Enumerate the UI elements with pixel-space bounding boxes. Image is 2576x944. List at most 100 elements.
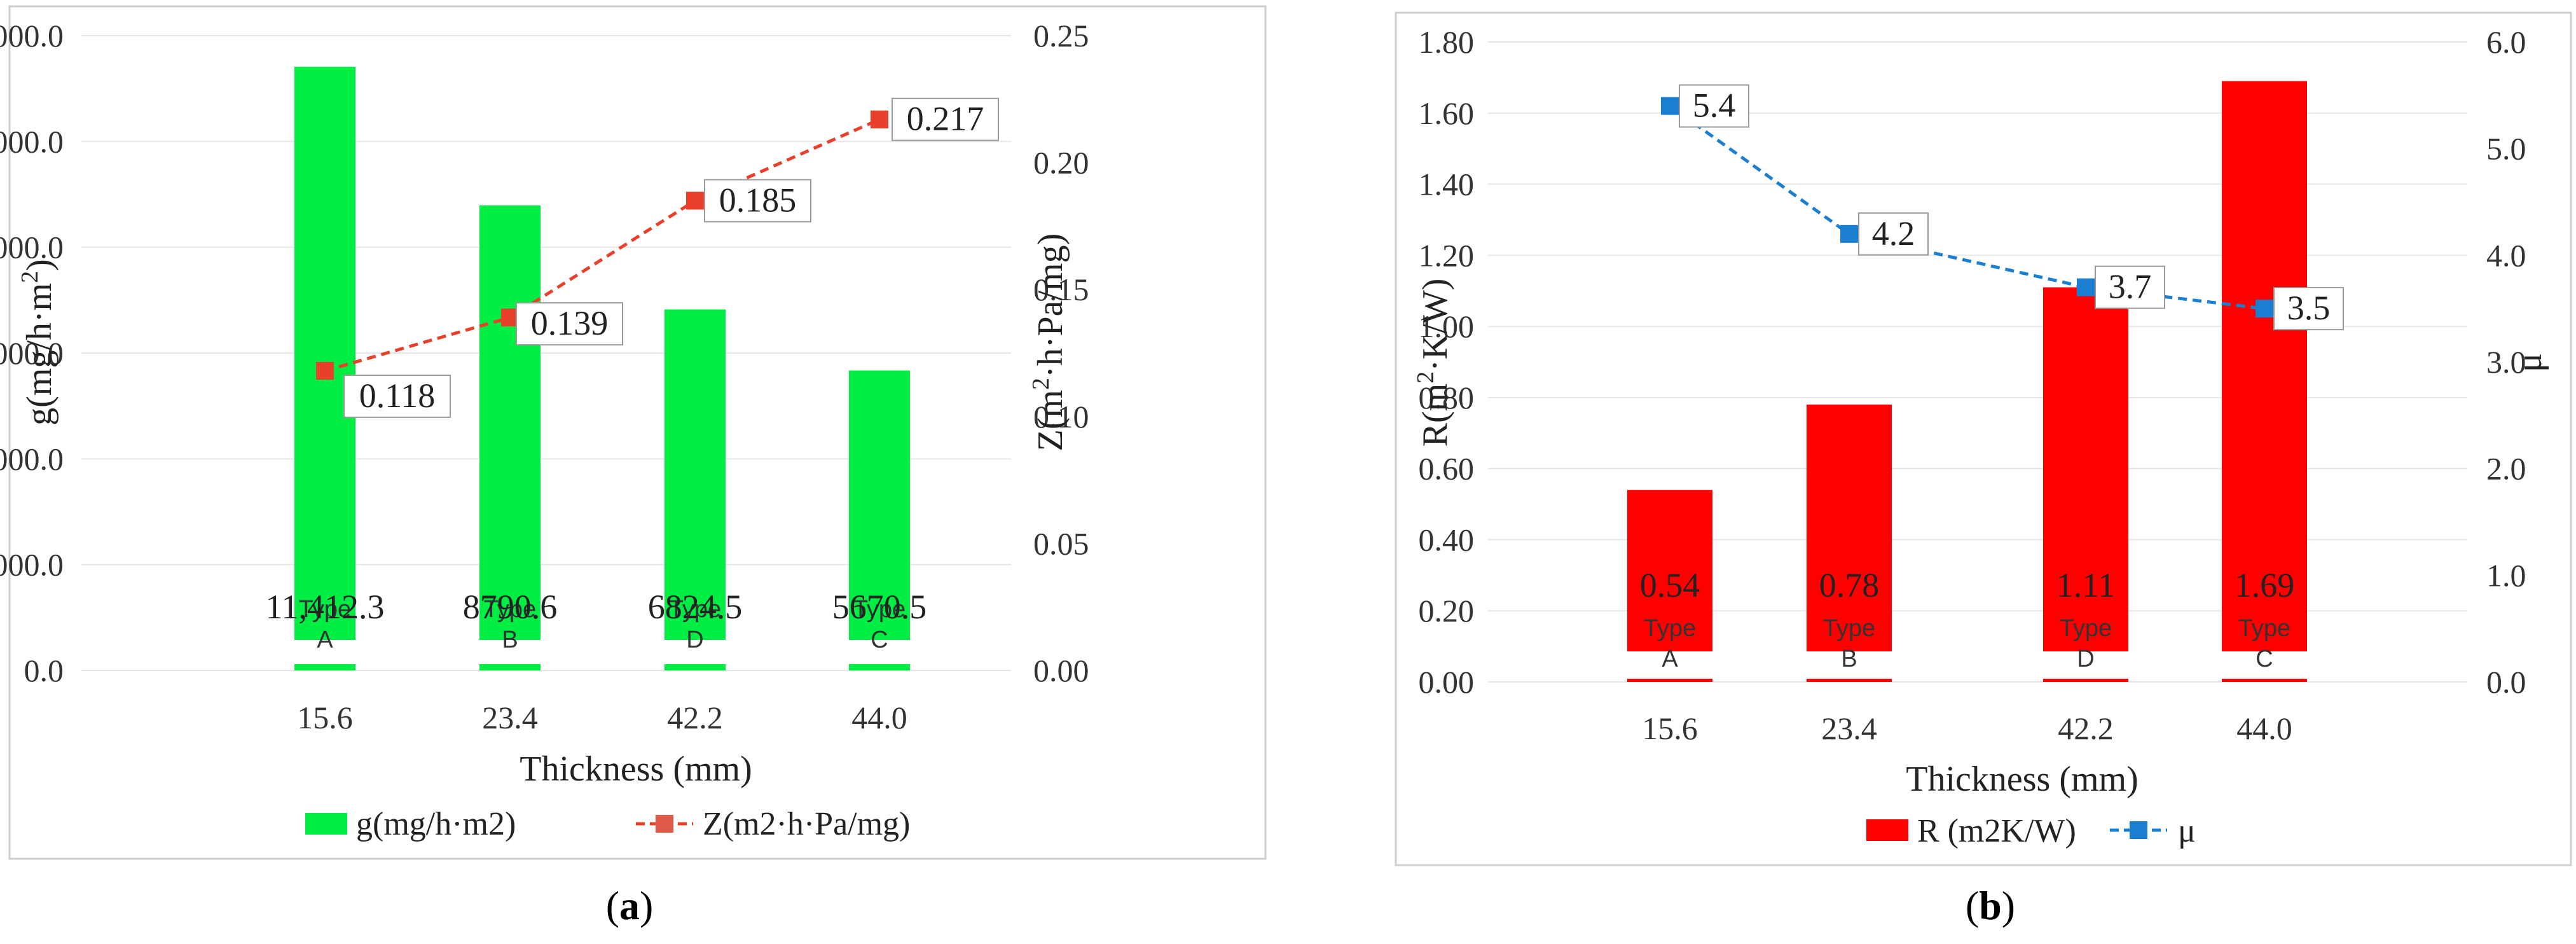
panel-a-type-word: Type xyxy=(853,596,906,623)
panel-b-type-word: Type xyxy=(1644,615,1696,642)
panel-b-left-tick-label: 1.00 xyxy=(1419,309,1475,344)
panel-a-legend-bar-label: g(mg/h·m2) xyxy=(356,806,516,842)
panel-b-line-series xyxy=(1669,104,2265,310)
panel-b-bar-value-label: 1.11 xyxy=(2056,566,2116,604)
panel-b-left-tick-label: 0.00 xyxy=(1419,664,1475,700)
panel-a-type-word: Type xyxy=(669,596,721,623)
panel-b-bar xyxy=(2222,81,2307,651)
panel-a-bar xyxy=(294,66,355,640)
panel-b-x-axis-title: Thickness (mm) xyxy=(1906,760,2138,799)
panel-b-type-word: Type xyxy=(1823,615,1875,642)
panel-b-bar xyxy=(2043,287,2128,652)
panel-a-line-value-box xyxy=(343,374,451,418)
panel-b-line-value-box xyxy=(1858,212,1929,256)
panel-a-left-tick-label: 4000.0 xyxy=(0,441,64,476)
panel-a-x-tick-label: 44.0 xyxy=(851,700,907,735)
panel-a-legend-line-marker xyxy=(656,815,673,833)
panel-b-left-axis-title: R(m2·K/W) xyxy=(1412,279,1455,447)
panel-a-line-value-label: 0.217 xyxy=(907,100,984,138)
panel-a-bar-value-label: 5670.5 xyxy=(832,588,927,626)
panel-b-right-tick-label: 6.0 xyxy=(2486,24,2526,60)
panel-a-type-word: Type xyxy=(299,596,351,623)
panel-a-line-point xyxy=(871,110,888,128)
panel-a-type-letter: C xyxy=(871,627,888,653)
panel-a-line-value-label: 0.185 xyxy=(719,181,797,219)
panel-b-line-value-label: 4.2 xyxy=(1872,214,1915,253)
panel-b-x-tick-label: 15.6 xyxy=(1642,711,1698,746)
panel-a-right-tick-label: 0.15 xyxy=(1033,272,1089,307)
panel-b-right-tick-label: 0.0 xyxy=(2486,664,2526,700)
panel-b-left-tick-label: 0.40 xyxy=(1419,522,1475,557)
panel-b-type-letter: C xyxy=(2256,646,2273,672)
panel-b-right-tick-label: 1.0 xyxy=(2486,557,2526,593)
panel-b: 0.00 0.20 0.40 0.60 0.80 1.00 1.20 1.40 1.60 1.80… xyxy=(1395,11,2572,928)
panel-b-frame xyxy=(1395,11,2572,866)
panel-b-x-tick-label: 23.4 xyxy=(1821,711,1877,746)
panel-b-line-point xyxy=(1840,225,1858,243)
panel-b-left-tick-label: 0.20 xyxy=(1419,593,1475,628)
panel-b-legend-bar-label: R (m2K/W) xyxy=(1917,813,2076,849)
panel-a-frame xyxy=(8,5,1267,860)
panel-b-line-value-box xyxy=(1679,84,1749,128)
panel-a-bar-base xyxy=(665,664,726,670)
panel-b-right-tick-label: 5.0 xyxy=(2486,131,2526,167)
panel-a-line-value-box xyxy=(704,179,811,223)
panel-b-line-point xyxy=(2077,278,2095,296)
panel-b-bar-base xyxy=(2222,679,2307,682)
panel-b-left-tick-label: 1.40 xyxy=(1419,167,1475,202)
panel-a-bar xyxy=(849,370,910,640)
panel-a-left-tick-label: 12000.0 xyxy=(0,18,64,53)
panel-a: 0.0 2000.0 4000.0 6000.0 8000.0 10000.0 12000.… xyxy=(0,5,1267,928)
panel-b-line-point xyxy=(1661,97,1679,115)
panel-b-left-tick-label: 1.20 xyxy=(1419,237,1475,273)
panel-b-left-tick-label: 1.80 xyxy=(1419,24,1475,60)
panel-a-bar-base xyxy=(294,664,355,670)
panel-a-right-tick-label: 0.00 xyxy=(1033,653,1089,688)
panel-a-caption: (a) xyxy=(606,883,654,928)
panel-b-type-word: Type xyxy=(2060,615,2112,642)
panel-a-x-tick-label: 42.2 xyxy=(667,700,723,735)
panel-b-right-tick-label: 3.0 xyxy=(2486,344,2526,380)
panel-b-right-tick-label: 2.0 xyxy=(2486,451,2526,487)
panel-a-type-letter: A xyxy=(317,627,333,653)
panel-b-bar-value-label: 0.78 xyxy=(1819,566,1880,604)
panel-a-left-axis-title: g(mg/h·m2) xyxy=(17,259,59,426)
panel-a-line-value-box xyxy=(892,97,999,141)
panel-a-right-tick-label: 0.25 xyxy=(1033,18,1089,53)
panel-b-line-value-label: 3.5 xyxy=(2287,289,2331,327)
panel-b-type-word: Type xyxy=(2238,615,2290,642)
panel-b-legend-line-label: μ xyxy=(2178,813,2196,849)
panel-b-caption-letter: b xyxy=(1979,883,2002,928)
panel-b-line-value-label: 5.4 xyxy=(1693,87,1736,125)
panel-b-bar-value-label: 1.69 xyxy=(2235,566,2295,604)
panel-a-right-tick-label: 0.10 xyxy=(1033,399,1089,434)
panel-b-legend-bar-swatch xyxy=(1866,819,1908,841)
panel-a-bar-value-label: 6824.5 xyxy=(648,588,743,626)
panel-a-left-tick-label: 8000.0 xyxy=(0,230,64,265)
panel-a-line-value-box xyxy=(516,302,623,346)
panel-b-type-letter: D xyxy=(2077,646,2094,672)
panel-a-bar xyxy=(479,205,541,640)
panel-a-caption-letter: a xyxy=(619,883,640,928)
panel-b-bar-value-label: 0.54 xyxy=(1640,566,1700,604)
panel-b-left-tick-label: 0.60 xyxy=(1419,451,1475,487)
panel-b-legend: R (m2K/W) μ xyxy=(1866,813,2196,849)
panel-b-type-letter: B xyxy=(1841,646,1857,672)
panel-b-x-tick-label: 42.2 xyxy=(2058,711,2114,746)
panel-a-x-axis-title: Thickness (mm) xyxy=(520,749,752,789)
panel-a-bar-value-label: 8790.6 xyxy=(463,588,558,626)
panel-a-x-tick-label: 15.6 xyxy=(297,700,353,735)
panel-a-left-tick-label: 10000.0 xyxy=(0,123,64,159)
panel-a-type-letter: B xyxy=(502,627,518,653)
panel-b-caption: (b) xyxy=(1966,883,2015,928)
panel-b-bar-base xyxy=(2043,679,2128,682)
panel-a-left-tick-label: 0.0 xyxy=(24,653,64,688)
panel-a-line-value-label: 0.118 xyxy=(359,377,436,415)
panel-a-type-word: Type xyxy=(484,596,536,623)
panel-b-type-letter: A xyxy=(1662,646,1678,672)
panel-a-legend: g(mg/h·m2) Z(m2·h·Pa/mg) xyxy=(305,806,910,842)
panel-a-legend-line-label: Z(m2·h·Pa/mg) xyxy=(703,806,910,842)
panel-b-bar-base xyxy=(1807,679,1892,682)
panel-a-type-letter: D xyxy=(686,627,703,653)
